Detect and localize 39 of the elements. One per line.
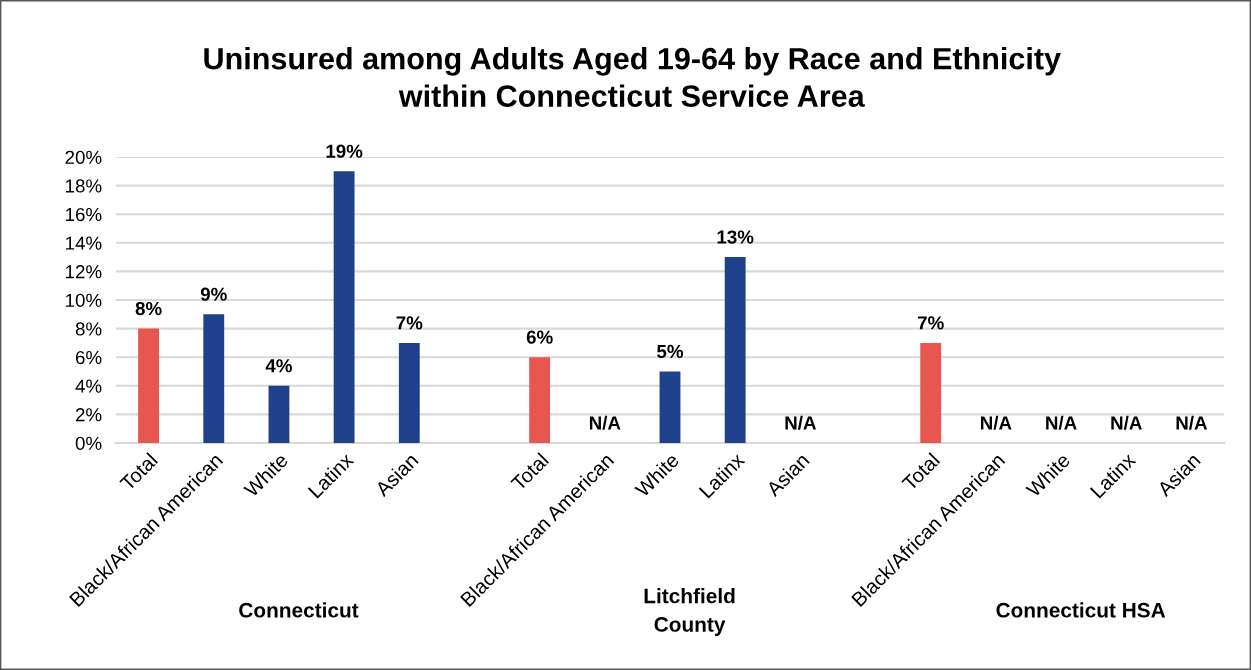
data-label: 5% [657, 344, 684, 359]
text: Litchfield County [644, 588, 735, 636]
y-tick-label: 0% [75, 436, 102, 450]
text: Connecticut HSA [996, 602, 1166, 618]
data-label: 7% [396, 316, 423, 330]
y-tick-label: 16% [66, 207, 102, 222]
text: N/A [785, 415, 816, 430]
text: N/A [1111, 415, 1142, 430]
data-label: 6% [526, 330, 553, 344]
text: Connecticut [239, 602, 359, 618]
bar [268, 385, 290, 443]
bar [920, 342, 942, 443]
y-tick-label: 12% [66, 265, 102, 279]
text: N/A [1046, 415, 1077, 430]
text: N/A [589, 415, 621, 430]
chart-title: Uninsured among Adults Aged 19-64 by Race and Ethnicity within Connecticut Service Area [204, 47, 1061, 107]
bar [138, 328, 160, 443]
bar [333, 171, 355, 443]
data-label: 19% [326, 144, 363, 158]
y-tick-label: 18% [66, 179, 102, 193]
bar [529, 357, 551, 443]
y-tick-label: 20% [65, 150, 102, 164]
bar [203, 314, 225, 443]
text: N/A [980, 415, 1012, 430]
data-label: 13% [717, 230, 754, 244]
y-tick-label: 4% [75, 379, 102, 393]
text: N/A [1176, 415, 1208, 430]
y-tick-label: 8% [75, 322, 102, 336]
y-tick-label: 10% [66, 293, 102, 307]
data-label: 8% [135, 301, 162, 316]
data-label: 7% [917, 316, 944, 330]
bar [398, 342, 420, 443]
bar [659, 371, 681, 443]
y-tick-label: 14% [66, 236, 102, 250]
data-label: 4% [265, 359, 292, 373]
data-label: 9% [200, 287, 227, 301]
bar [724, 257, 746, 443]
y-tick-label: 6% [75, 350, 102, 365]
y-tick-label: 2% [75, 408, 102, 422]
